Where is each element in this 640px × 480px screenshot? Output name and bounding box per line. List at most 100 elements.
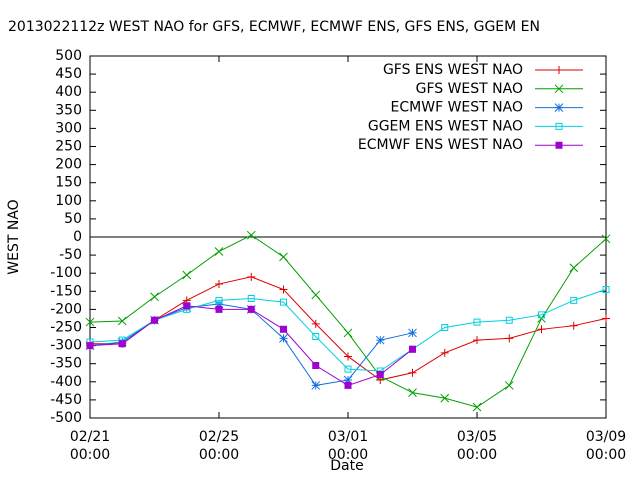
data-point [183, 302, 191, 310]
y-tick-label: -200 [50, 301, 82, 317]
series-line [89, 305, 413, 386]
x-tick-label: 03/09 00:00 [585, 429, 627, 463]
data-point [602, 314, 610, 323]
data-point [151, 316, 158, 324]
data-point [344, 381, 352, 389]
legend-marker [554, 103, 564, 112]
y-tick-label: -350 [50, 356, 82, 372]
y-tick-label: -300 [50, 338, 82, 354]
data-point [117, 316, 127, 326]
x-tick-label: 03/05 00:00 [456, 429, 498, 463]
legend-label: ECMWF ENS WEST NAO [358, 137, 523, 153]
data-point [118, 340, 126, 348]
x-tick-label: 02/21 00:00 [69, 429, 111, 463]
x-axis-label: Date [330, 458, 363, 474]
y-tick-label: 150 [55, 175, 82, 191]
data-point [440, 348, 449, 357]
data-point [408, 328, 417, 338]
y-tick-label: -400 [50, 374, 82, 390]
legend-marker [555, 66, 563, 74]
data-point [569, 263, 579, 273]
data-point [280, 298, 287, 306]
y-tick-label: 50 [64, 211, 82, 227]
legend-label: ECMWF WEST NAO [391, 100, 523, 116]
legend-label: GGEM ENS WEST NAO [368, 118, 523, 134]
y-tick-label: -50 [59, 247, 82, 263]
y-tick-label: 450 [55, 66, 82, 82]
data-point [602, 285, 610, 293]
data-point [440, 393, 450, 403]
legend-marker [555, 122, 563, 130]
data-point [247, 295, 255, 303]
legend-label: GFS WEST NAO [416, 81, 523, 97]
y-tick-label: -500 [50, 410, 82, 426]
data-point [473, 336, 481, 345]
data-point [408, 368, 417, 377]
data-point [408, 388, 417, 398]
series-line [89, 289, 607, 372]
data-point [505, 334, 514, 343]
data-point [215, 305, 223, 313]
data-point [344, 352, 352, 361]
data-point [601, 234, 611, 244]
data-point [312, 362, 320, 370]
y-tick-label: 250 [55, 139, 82, 155]
legend-label: GFS ENS WEST NAO [383, 62, 523, 78]
data-point [311, 290, 321, 300]
data-point [280, 325, 287, 333]
data-point [214, 299, 224, 309]
data-point [215, 296, 223, 304]
data-point [246, 230, 256, 240]
data-point [472, 402, 482, 412]
data-point [504, 381, 514, 390]
data-point [537, 325, 546, 334]
data-point [343, 328, 353, 338]
y-tick-label: -250 [50, 320, 82, 336]
y-tick-label: -100 [50, 265, 82, 281]
x-tick-label: 03/01 00:00 [327, 429, 369, 463]
legend-marker [554, 84, 564, 94]
chart-title: 2013022112z WEST NAO for GFS, ECMWF, ECM… [8, 19, 540, 35]
data-point [538, 311, 545, 319]
data-point [569, 321, 578, 330]
data-point [570, 296, 578, 304]
y-tick-label: 0 [73, 229, 82, 245]
y-tick-label: -150 [50, 283, 82, 299]
data-point [343, 375, 353, 385]
y-tick-label: 400 [55, 84, 82, 100]
y-axis-label: WEST NAO [6, 199, 22, 274]
legend-marker [555, 141, 563, 149]
data-point [85, 317, 95, 327]
data-point [311, 381, 321, 390]
data-point [215, 280, 223, 289]
data-point [182, 270, 192, 280]
data-point [86, 342, 94, 350]
data-point [279, 285, 288, 294]
y-tick-label: -450 [50, 392, 82, 408]
y-tick-label: 100 [55, 193, 82, 209]
data-point [311, 319, 320, 328]
data-point [409, 345, 416, 353]
data-point [279, 252, 288, 262]
data-point [441, 324, 449, 331]
x-tick-label: 02/25 00:00 [198, 429, 240, 463]
data-point [247, 272, 256, 281]
y-tick-label: 350 [55, 102, 82, 118]
data-point [150, 292, 159, 302]
series-line [90, 276, 607, 381]
data-point [505, 316, 513, 324]
series-line [89, 303, 413, 386]
y-tick-label: 300 [55, 120, 82, 136]
data-point [375, 335, 385, 345]
data-point [279, 334, 288, 343]
data-point [376, 371, 384, 379]
data-point [247, 305, 255, 313]
plot-border [89, 55, 607, 419]
data-point [214, 247, 224, 256]
y-tick-label: 200 [55, 157, 82, 173]
data-point [473, 318, 481, 326]
y-tick-label: 500 [55, 48, 82, 64]
data-point [344, 365, 352, 373]
